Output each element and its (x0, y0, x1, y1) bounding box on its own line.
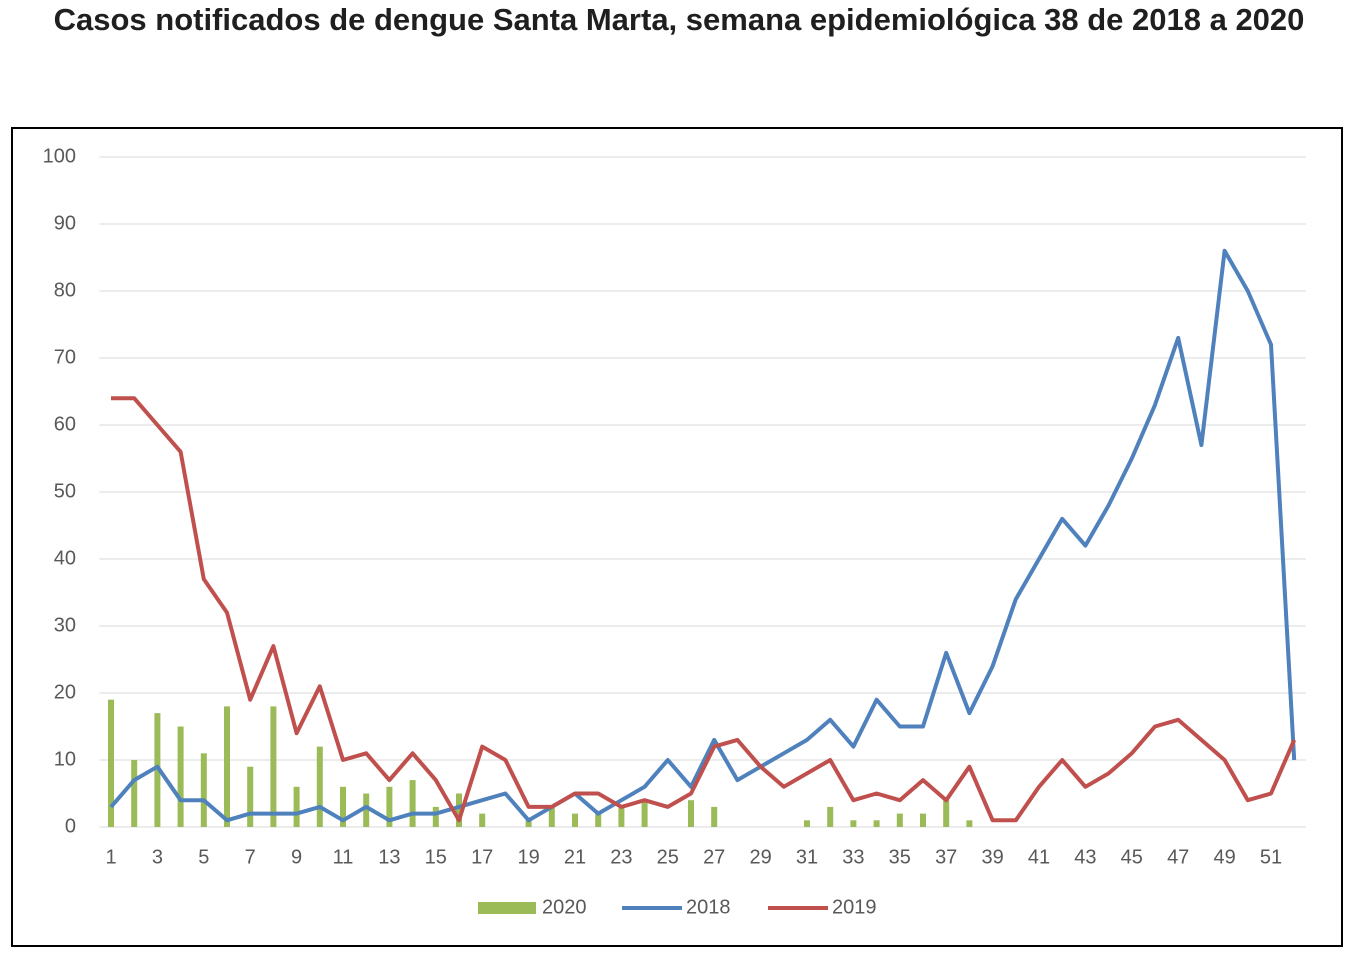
bar (200, 753, 207, 827)
bar (456, 793, 462, 827)
x-tick-label: 9 (291, 846, 302, 868)
bar (177, 726, 184, 827)
bar (711, 806, 718, 827)
y-tick-label: 0 (65, 815, 76, 837)
bar (525, 820, 532, 827)
bar (548, 806, 555, 827)
bar (247, 766, 254, 827)
legend-swatch (478, 902, 536, 914)
y-tick-label: 50 (54, 480, 76, 502)
y-tick-label: 20 (54, 681, 76, 703)
x-tick-label: 27 (703, 846, 725, 868)
x-tick-label: 47 (1167, 846, 1189, 868)
x-tick-label: 45 (1121, 846, 1143, 868)
bar (873, 820, 880, 827)
x-tick-label: 3 (152, 846, 163, 868)
bar (224, 706, 230, 827)
line (111, 396, 1297, 823)
x-tick-label: 17 (471, 846, 493, 868)
bar (966, 820, 973, 827)
bar (618, 806, 625, 827)
y-tick-label: 30 (54, 614, 76, 636)
bar (804, 820, 810, 827)
x-tick-label: 29 (749, 846, 771, 868)
y-tick-label: 90 (54, 212, 76, 234)
x-tick-label: 25 (657, 846, 679, 868)
bar (641, 800, 648, 827)
y-tick-label: 60 (54, 413, 76, 435)
x-tick-label: 37 (935, 846, 957, 868)
bar (850, 820, 857, 827)
y-tick-label: 40 (54, 547, 76, 569)
legend-label: 2020 (542, 896, 587, 918)
x-tick-label: 1 (105, 846, 116, 868)
x-tick-label: 41 (1028, 846, 1050, 868)
x-tick-label: 39 (981, 846, 1003, 868)
bar (131, 760, 138, 827)
bar (409, 780, 416, 827)
x-tick-label: 13 (378, 846, 400, 868)
x-tick-label: 35 (889, 846, 911, 868)
bar (386, 786, 393, 827)
y-tick-label: 70 (54, 346, 76, 368)
legend-label: 2018 (686, 896, 731, 918)
x-tick-label: 43 (1074, 846, 1096, 868)
chart-frame (11, 127, 1343, 947)
bar (479, 813, 486, 827)
y-tick-label: 10 (54, 748, 76, 770)
x-tick-label: 21 (564, 846, 586, 868)
bar (316, 746, 323, 827)
bar (595, 813, 602, 827)
bar (108, 699, 114, 827)
bar (688, 800, 694, 827)
x-tick-label: 33 (842, 846, 864, 868)
bar (363, 793, 370, 827)
x-tick-label: 5 (198, 846, 209, 868)
y-tick-label: 100 (43, 145, 76, 167)
x-tick-label: 23 (610, 846, 632, 868)
bar (572, 813, 578, 827)
bar (293, 786, 300, 827)
bar (827, 806, 834, 827)
x-tick-label: 15 (425, 846, 447, 868)
legend-label: 2019 (832, 896, 877, 918)
y-tick-label: 80 (54, 279, 76, 301)
bar (896, 813, 903, 827)
x-tick-label: 51 (1260, 846, 1282, 868)
x-tick-label: 11 (333, 846, 354, 868)
bar (943, 800, 950, 827)
x-tick-label: 7 (245, 846, 256, 868)
x-tick-label: 49 (1213, 846, 1235, 868)
line (109, 248, 1297, 823)
bar (920, 813, 926, 827)
x-tick-label: 31 (796, 846, 818, 868)
bar (270, 706, 277, 827)
chart-title: Casos notificados de dengue Santa Marta,… (53, 2, 1305, 37)
x-tick-label: 19 (517, 846, 539, 868)
bar (340, 786, 346, 827)
bar (432, 806, 439, 827)
